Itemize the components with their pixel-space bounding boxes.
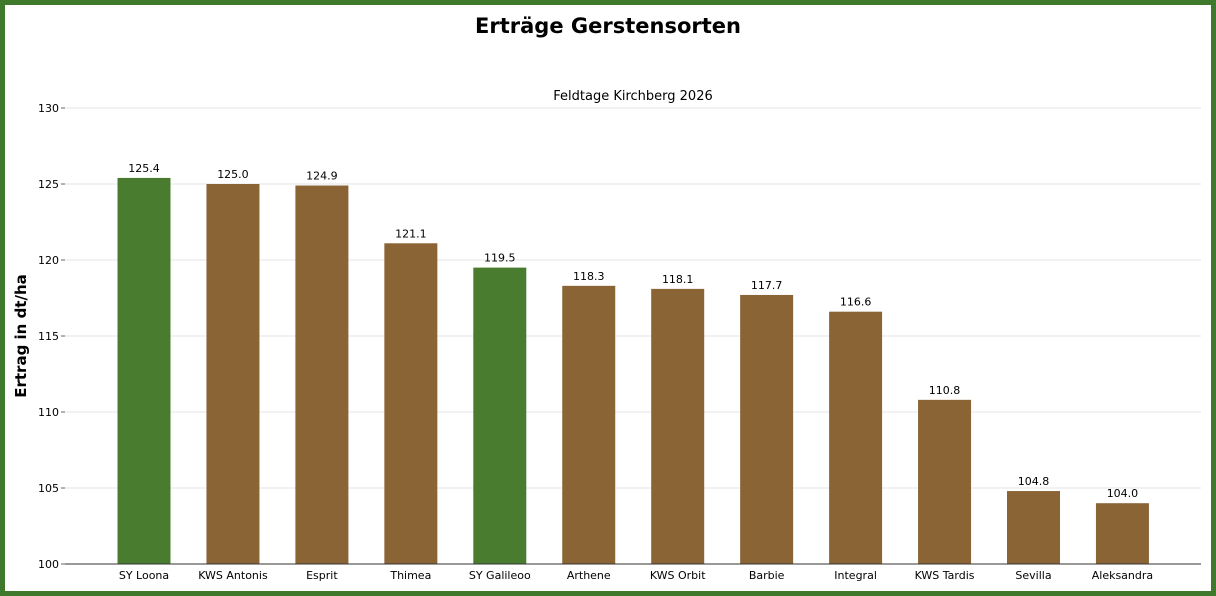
x-tick-label: Integral (834, 569, 877, 582)
bar (740, 294, 794, 564)
data-label: 116.6 (840, 296, 872, 309)
data-label: 118.3 (573, 270, 605, 283)
x-tick-label: SY Loona (119, 569, 169, 582)
bar (651, 288, 705, 564)
x-tick-label: KWS Orbit (650, 569, 706, 582)
x-tick-label: Barbie (749, 569, 785, 582)
y-tick-label: 115 (38, 330, 59, 343)
bar (562, 285, 616, 564)
bar (384, 243, 438, 564)
data-label: 125.4 (128, 162, 160, 175)
bar (1007, 491, 1060, 564)
x-tick-label: KWS Antonis (198, 569, 268, 582)
bar (295, 185, 349, 564)
chart-title: Erträge Gerstensorten (475, 14, 741, 38)
y-tick-label: 120 (38, 254, 59, 267)
bar (829, 311, 883, 564)
x-tick-label: Thimea (389, 569, 431, 582)
x-tick-label: KWS Tardis (915, 569, 975, 582)
x-tick-label: Sevilla (1015, 569, 1051, 582)
y-tick-label: 110 (38, 406, 59, 419)
data-label: 117.7 (751, 279, 783, 292)
y-tick-label: 125 (38, 178, 59, 191)
bar (117, 177, 171, 565)
y-tick-label: 130 (38, 102, 59, 115)
bar (1095, 503, 1149, 564)
x-tick-label: Esprit (306, 569, 338, 582)
x-tick-label: SY Galileoo (469, 569, 531, 582)
bar (918, 399, 972, 564)
y-tick-label: 100 (38, 558, 59, 571)
bar (206, 184, 260, 564)
data-label: 104.8 (1018, 475, 1050, 488)
x-tick-label: Aleksandra (1092, 569, 1153, 582)
data-label: 118.1 (662, 273, 694, 286)
data-label: 124.9 (306, 170, 338, 183)
data-label: 104.0 (1107, 487, 1139, 500)
x-tick-label: Arthene (567, 569, 611, 582)
data-label: 110.8 (929, 384, 961, 397)
data-label: 119.5 (484, 252, 516, 265)
bar (473, 267, 527, 564)
y-tick-label: 105 (38, 482, 59, 495)
data-label: 121.1 (395, 227, 427, 240)
data-label: 125.0 (217, 168, 249, 181)
chart-subtitle: Feldtage Kirchberg 2026 (553, 89, 713, 104)
